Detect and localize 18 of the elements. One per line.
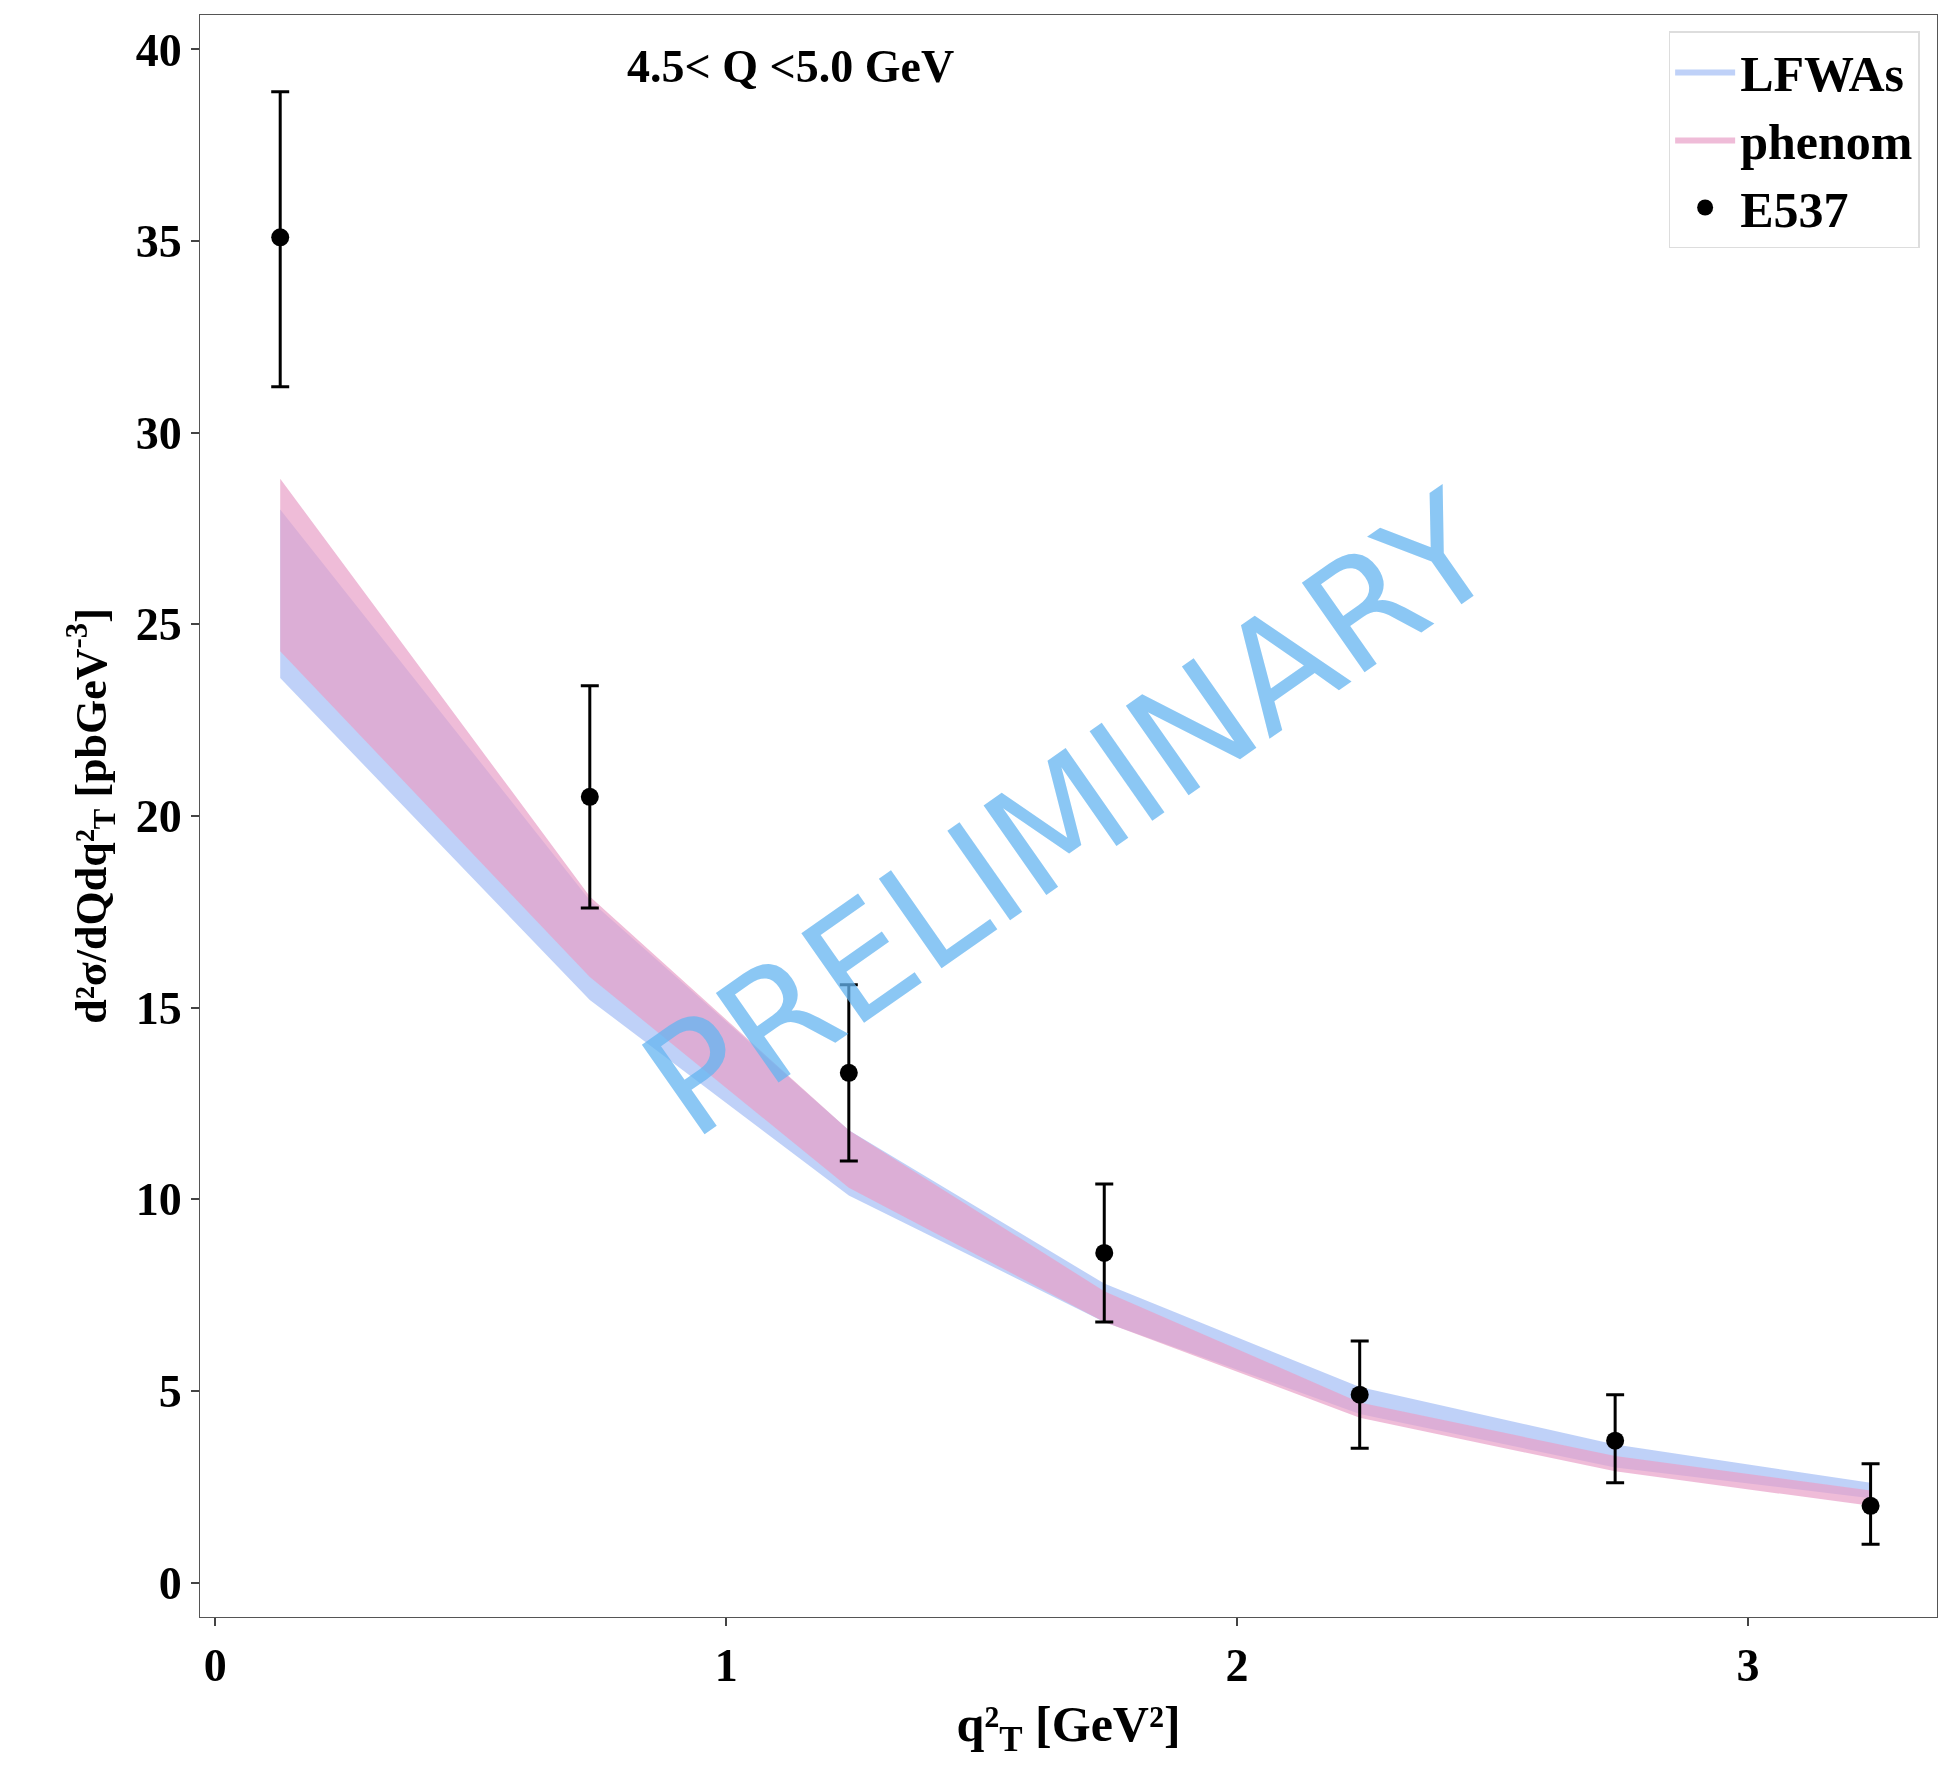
legend-label: LFWAs: [1740, 46, 1905, 103]
y-tick-label: 40: [135, 24, 182, 76]
y-tick-label: 10: [135, 1174, 182, 1226]
x-axis-title: q²$_{T}$ [GeV²]: [956, 1695, 1181, 1760]
legend-label: phenom: [1740, 114, 1913, 171]
y-tick-label: 15: [135, 982, 182, 1034]
y-tick-label: 0: [158, 1557, 182, 1609]
y-tick-label: 25: [135, 599, 182, 651]
y-tick-label: 20: [135, 791, 182, 843]
y-tick-label: 30: [135, 407, 182, 459]
x-tick-label: 2: [1225, 1640, 1249, 1692]
x-tick-label: 0: [203, 1640, 227, 1692]
x-tick-label: 1: [714, 1640, 738, 1692]
y-tick-label: 5: [158, 1365, 182, 1417]
legend-label: E537: [1740, 182, 1849, 239]
y-tick-label: 35: [135, 216, 182, 268]
annotation: 4.5< Q <5.0 GeV: [627, 41, 955, 92]
x-tick-label: 3: [1736, 1640, 1760, 1692]
